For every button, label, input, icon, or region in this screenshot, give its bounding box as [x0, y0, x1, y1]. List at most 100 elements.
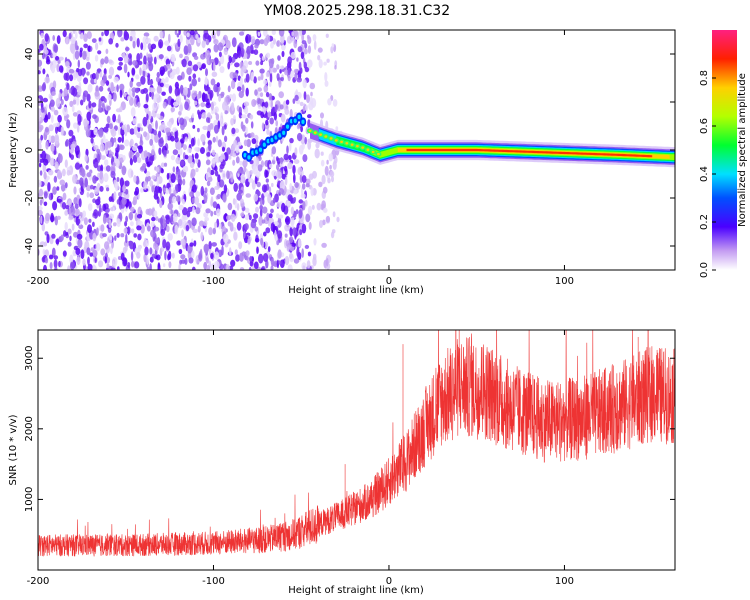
spectrogram-cell — [296, 132, 303, 142]
spectrogram-cell — [191, 92, 197, 98]
spectrogram-cell — [90, 137, 94, 144]
spectrogram-cell — [208, 227, 213, 236]
spectrogram-cell — [308, 173, 314, 180]
spectrogram-cell — [178, 263, 181, 270]
spectrogram-cell — [260, 111, 265, 119]
spectrogram-cell — [203, 220, 208, 227]
spectrogram-cell — [64, 221, 68, 231]
spectrogram-cell — [326, 58, 330, 63]
spectrogram-cell — [250, 71, 255, 82]
spectrogram-cell — [251, 49, 255, 54]
colorbar-label: Normalized spectral amplitude — [737, 73, 748, 227]
spectrogram-cell — [205, 159, 211, 166]
spectrogram-cell — [345, 142, 349, 145]
spectrogram-cell — [94, 91, 100, 97]
spectrogram-cell — [162, 101, 167, 109]
spectrogram-cell — [155, 166, 160, 173]
spectrogram-cell — [128, 88, 132, 96]
spectrogram-cell — [231, 102, 235, 112]
spectrogram-cell — [127, 96, 131, 101]
spectrogram-cell — [235, 254, 240, 262]
spectrogram-cell — [186, 32, 190, 38]
spectrogram-cell — [239, 31, 245, 36]
spectrogram-cell — [178, 30, 181, 35]
spectrogram-cell — [292, 227, 297, 237]
spectrogram-cell — [164, 250, 167, 261]
spectrogram-cell — [265, 227, 271, 234]
spectrogram-cell — [322, 186, 328, 194]
spectrogram-cell — [68, 32, 72, 40]
spectrogram-cell — [101, 31, 104, 37]
spectrogram-cell — [130, 221, 134, 227]
spectrogram-cell — [46, 55, 50, 63]
spectrogram-cell — [137, 101, 141, 108]
spectrogram-cell — [171, 252, 175, 259]
spectrogram-cell — [133, 175, 137, 183]
spectrogram-cell — [170, 215, 174, 223]
snr-y-tick-label: 3000 — [24, 346, 35, 371]
spectrogram-cell — [273, 221, 279, 227]
spectrogram-cell — [330, 46, 334, 54]
spectrogram-cell — [45, 212, 51, 222]
spectrogram-cell — [43, 201, 48, 207]
spectrogram-cell — [206, 98, 210, 106]
spectrogram-cell — [82, 210, 87, 218]
spectrogram-cell — [137, 220, 143, 226]
spectrogram-cell — [143, 55, 147, 66]
spectrogram-cell — [213, 119, 218, 126]
spectrogram-cell — [195, 167, 199, 173]
spectrogram-cell — [105, 80, 110, 86]
spectrogram-cell — [265, 178, 269, 183]
spectrogram-cell — [79, 177, 84, 187]
spectrogram-cell — [331, 175, 334, 183]
spectrogram-cell — [210, 78, 216, 86]
spectrogram-cell — [174, 136, 179, 143]
spectrogram-cell — [132, 118, 137, 125]
spectrogram-cell — [103, 126, 109, 133]
spectrogram-cell — [140, 42, 144, 50]
spectrogram-cell — [272, 223, 276, 234]
spectrogram-cell — [93, 249, 98, 257]
spectrogram-cell — [52, 201, 58, 211]
spectrogram-cell — [106, 105, 111, 111]
spectrogram-cell — [230, 56, 236, 63]
snr-y-tick-label: 1000 — [24, 487, 35, 512]
spec-y-tick-label: 20 — [24, 96, 35, 109]
spectrogram-cell — [312, 34, 317, 42]
spectrogram-cell — [205, 257, 209, 264]
spectrogram-cell — [284, 255, 290, 266]
spectrogram-cell — [90, 247, 95, 252]
spectrogram-cell — [287, 264, 293, 270]
spectrogram-cell — [87, 263, 93, 270]
spectrogram-cell — [265, 91, 270, 98]
spectrogram-cell — [231, 213, 236, 222]
spectrogram-cell — [166, 45, 172, 52]
spectrogram-cell — [44, 257, 49, 264]
spectrogram-cell — [335, 126, 339, 131]
spectrogram-cell — [289, 217, 295, 226]
spectrogram-cell — [140, 224, 145, 234]
spectrogram-cell — [306, 94, 310, 103]
spectrogram-cell — [329, 137, 333, 140]
spectrogram-cell — [279, 104, 284, 110]
snr-x-tick-label: 0 — [386, 576, 392, 587]
spectrogram-cell — [48, 134, 52, 144]
spectrogram-cell — [208, 241, 212, 250]
spectrogram-cell — [223, 233, 229, 244]
spectrogram-cell — [50, 157, 55, 166]
spectrogram-cell — [74, 145, 80, 156]
spectrogram-cell — [251, 180, 256, 190]
spectrogram-cell — [182, 178, 186, 186]
spectrogram-cell — [136, 132, 141, 139]
spectrogram-cell — [224, 135, 228, 142]
spectrogram-cell — [165, 76, 169, 83]
spectrogram-cell — [210, 101, 214, 111]
spectrogram-cell — [179, 104, 183, 112]
spectrogram-cell — [51, 64, 56, 74]
spectrogram-cell — [83, 77, 89, 85]
spectrogram-cell — [80, 249, 85, 260]
spectrogram-cell — [293, 197, 297, 202]
spectrogram-cell — [95, 242, 101, 252]
spectrogram-cell — [318, 181, 323, 188]
